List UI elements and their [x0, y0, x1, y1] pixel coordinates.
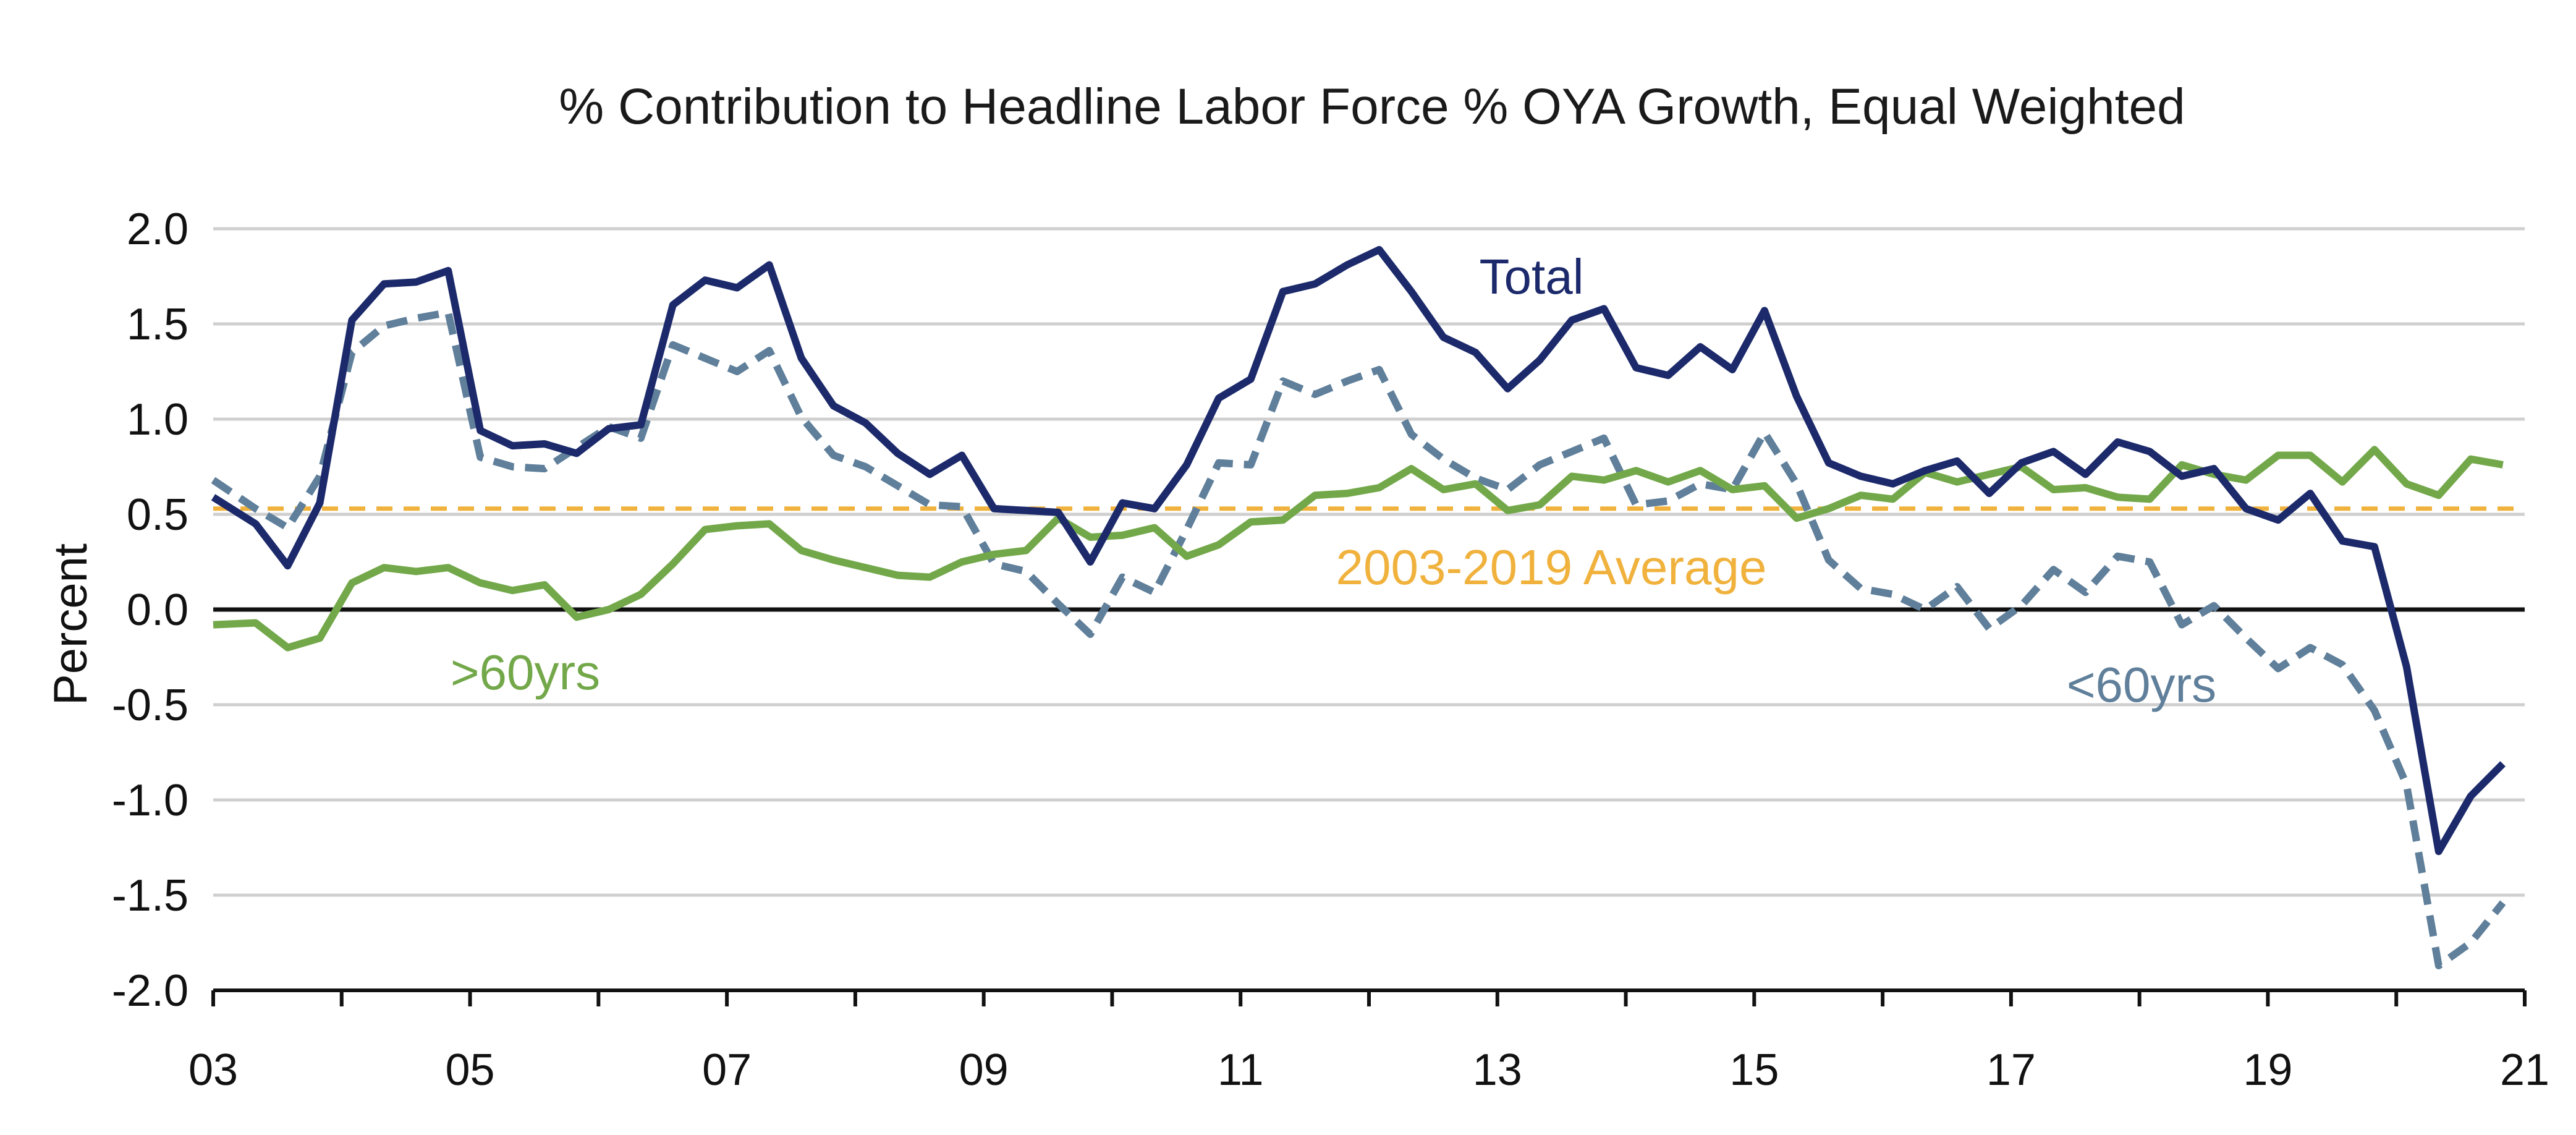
y-tick-label: -2.0: [112, 966, 189, 1016]
series-label: >60yrs: [451, 645, 600, 700]
y-tick-label: -1.0: [112, 776, 189, 825]
y-tick-label: -1.5: [112, 871, 189, 920]
x-tick-label: 11: [1218, 1045, 1264, 1095]
x-tick-label: 05: [446, 1045, 495, 1095]
y-tick-label: 2.0: [127, 205, 189, 254]
x-tick-label: 03: [189, 1045, 238, 1095]
series-line-total: [211, 245, 2506, 856]
series-label: 2003-2019 Average: [1336, 540, 1767, 595]
y-axis-title: Percent: [44, 543, 97, 705]
x-tick-label: 13: [1473, 1045, 1522, 1095]
y-tick-label: -0.5: [112, 681, 189, 730]
x-axis-tick-labels: 03 05 07 09 11 13 15 17 19 21: [189, 1045, 2549, 1095]
gridlines: [213, 227, 2525, 897]
x-axis: [211, 988, 2527, 1006]
x-tick-label: 15: [1729, 1045, 1779, 1095]
series-line-over-60: [213, 446, 2504, 652]
y-tick-label: 1.5: [127, 300, 189, 349]
series-lines: [211, 245, 2506, 969]
y-tick-label: 1.0: [127, 395, 189, 444]
series-labels: Total <60yrs >60yrs 2003-2019 Average: [451, 249, 2216, 712]
y-tick-label: 0.5: [127, 490, 189, 540]
x-tick-label: 09: [959, 1045, 1009, 1095]
y-axis-tick-labels: 2.0 1.5 1.0 0.5 0.0 -0.5 -1.0 -1.5 -2.0: [112, 205, 189, 1016]
x-tick-label: 21: [2500, 1045, 2549, 1095]
y-tick-label: 0.0: [127, 585, 189, 635]
x-tick-label: 17: [1986, 1045, 2036, 1095]
series-label: Total: [1480, 249, 1584, 304]
series-label: <60yrs: [2067, 657, 2216, 712]
x-tick-label: 07: [702, 1045, 752, 1095]
chart-title: % Contribution to Headline Labor Force %…: [559, 79, 2185, 135]
series-line-under-60: [211, 308, 2506, 969]
x-tick-label: 19: [2243, 1045, 2292, 1095]
